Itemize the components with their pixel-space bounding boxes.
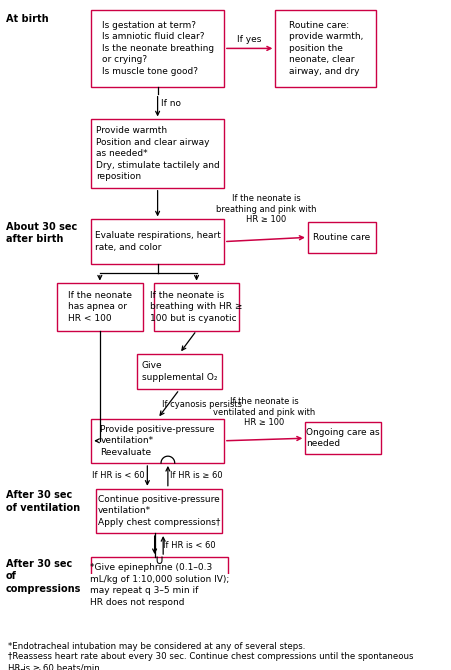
Text: If no: If no [161, 98, 181, 108]
FancyBboxPatch shape [57, 283, 143, 330]
Text: About 30 sec
after birth: About 30 sec after birth [6, 222, 77, 245]
Text: Evaluate respirations, heart
rate, and color: Evaluate respirations, heart rate, and c… [95, 231, 221, 252]
Text: If HR is < 60: If HR is < 60 [163, 541, 216, 549]
FancyBboxPatch shape [154, 283, 239, 330]
Text: *Give epinephrine (0.1–0.3
mL/kg of 1:10,000 solution IV);
may repeat q 3–5 min : *Give epinephrine (0.1–0.3 mL/kg of 1:10… [90, 563, 230, 606]
FancyBboxPatch shape [91, 419, 224, 463]
FancyBboxPatch shape [91, 10, 224, 87]
FancyBboxPatch shape [275, 10, 376, 87]
FancyBboxPatch shape [96, 488, 222, 533]
Text: After 30 sec
of ventilation: After 30 sec of ventilation [6, 490, 80, 513]
Text: If the neonate is
breathing with HR ≥
100 but is cyanotic: If the neonate is breathing with HR ≥ 10… [150, 291, 243, 323]
Text: Routine care: Routine care [313, 233, 371, 242]
Text: Provide warmth
Position and clear airway
as needed*
Dry, stimulate tactilely and: Provide warmth Position and clear airway… [96, 126, 220, 181]
Text: If the neonate
has apnea or
HR < 100: If the neonate has apnea or HR < 100 [68, 291, 132, 323]
Text: Give
supplemental O₂: Give supplemental O₂ [142, 361, 217, 382]
Text: If cyanosis persists: If cyanosis persists [162, 399, 242, 409]
Text: Is gestation at term?
Is amniotic fluid clear?
Is the neonate breathing
or cryin: Is gestation at term? Is amniotic fluid … [101, 21, 214, 76]
Text: †Reassess heart rate about every 30 sec. Continue chest compressions until the s: †Reassess heart rate about every 30 sec.… [8, 652, 414, 670]
FancyBboxPatch shape [308, 222, 376, 253]
Text: *Endotracheal intubation may be considered at any of several steps.: *Endotracheal intubation may be consider… [8, 642, 306, 651]
FancyBboxPatch shape [305, 422, 381, 454]
Text: If HR is < 60: If HR is < 60 [92, 471, 145, 480]
Text: ∪: ∪ [154, 553, 163, 567]
Text: If the neonate is
breathing and pink with
HR ≥ 100: If the neonate is breathing and pink wit… [216, 194, 316, 224]
Text: Provide positive-pressure
ventilation*
Reevaluate: Provide positive-pressure ventilation* R… [101, 425, 215, 457]
Text: Continue positive-pressure
ventilation*
Apply chest compressions†: Continue positive-pressure ventilation* … [98, 495, 220, 527]
Text: Ongoing care as
needed: Ongoing care as needed [306, 428, 380, 448]
Text: Routine care:
provide warmth,
position the
neonate, clear
airway, and dry: Routine care: provide warmth, position t… [289, 21, 363, 76]
Text: If the neonate is
ventilated and pink with
HR ≥ 100: If the neonate is ventilated and pink wi… [213, 397, 316, 427]
Text: At birth: At birth [6, 14, 48, 24]
Text: HR = heart rate.: HR = heart rate. [8, 669, 85, 670]
FancyBboxPatch shape [91, 119, 224, 188]
Text: If yes: If yes [237, 35, 262, 44]
FancyBboxPatch shape [91, 557, 228, 612]
FancyBboxPatch shape [91, 219, 224, 264]
Text: If HR is ≥ 60: If HR is ≥ 60 [170, 471, 223, 480]
Text: After 30 sec
of
compressions: After 30 sec of compressions [6, 559, 81, 594]
FancyBboxPatch shape [137, 354, 222, 389]
